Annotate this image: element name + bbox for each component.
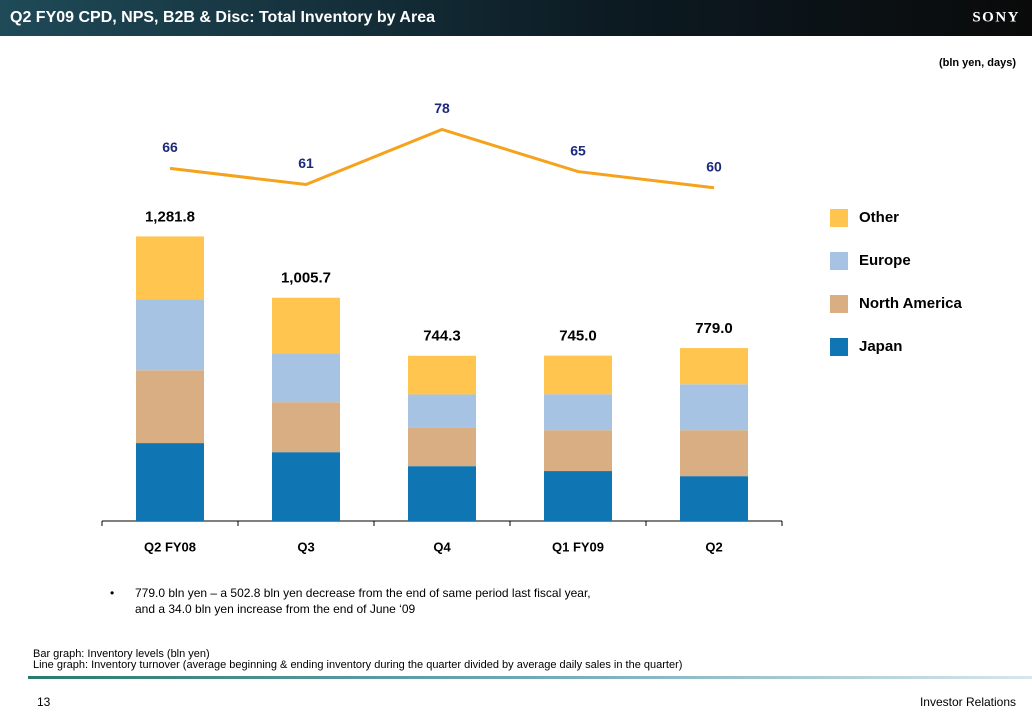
bar-segment xyxy=(680,384,748,431)
turnover-line xyxy=(169,127,715,190)
unit-note: (bln yen, days) xyxy=(939,57,1016,69)
page-number: 13 xyxy=(37,695,51,709)
legend-label: Japan xyxy=(859,338,902,355)
legend-swatch xyxy=(830,338,848,356)
line-value-label: 61 xyxy=(298,155,314,171)
footer-rule xyxy=(28,676,1032,679)
bar-segment xyxy=(408,466,476,521)
bar-segment xyxy=(408,394,476,428)
x-tick-label: Q1 FY09 xyxy=(552,539,604,554)
slide-title: Q2 FY09 CPD, NPS, B2B & Disc: Total Inve… xyxy=(10,9,435,26)
total-label: 1,281.8 xyxy=(145,208,195,225)
bullet-line: and a 34.0 bln yen increase from the end… xyxy=(135,602,416,616)
legend-label: Europe xyxy=(859,252,911,269)
bullet-line: 779.0 bln yen – a 502.8 bln yen decrease… xyxy=(135,586,591,600)
legend-swatch xyxy=(830,252,848,270)
line-value-label: 60 xyxy=(706,158,722,174)
bar-segment xyxy=(272,353,340,403)
logo: SONY xyxy=(972,9,1020,25)
bar-segment xyxy=(408,355,476,395)
footnote: Line graph: Inventory turnover (average … xyxy=(33,659,682,671)
bar-segment xyxy=(680,430,748,477)
bar-segment xyxy=(136,370,204,444)
footnote: Bar graph: Inventory levels (bln yen) xyxy=(33,648,210,660)
header-bar xyxy=(0,0,1032,36)
legend-label: Other xyxy=(859,209,899,226)
bar-segment xyxy=(544,394,612,431)
total-label: 744.3 xyxy=(423,328,461,345)
line-value-label: 66 xyxy=(162,139,178,155)
bar-segment xyxy=(272,297,340,354)
x-tick-label: Q2 FY08 xyxy=(144,539,196,554)
x-tick-label: Q2 xyxy=(705,539,722,554)
x-tick-label: Q4 xyxy=(433,539,451,554)
total-label: 779.0 xyxy=(695,320,733,337)
total-label: 745.0 xyxy=(559,328,597,345)
bar-segment xyxy=(544,430,612,472)
line-value-label: 78 xyxy=(434,100,450,116)
bar-segment xyxy=(408,427,476,467)
footer-text: Investor Relations xyxy=(920,695,1016,709)
legend-label: North America xyxy=(859,295,962,312)
legend-swatch xyxy=(830,209,848,227)
bar-segment xyxy=(544,355,612,395)
bar-segment xyxy=(136,299,204,371)
total-label: 1,005.7 xyxy=(281,270,331,287)
line-value-label: 65 xyxy=(570,142,586,158)
legend-swatch xyxy=(830,295,848,313)
bar-segment xyxy=(136,443,204,521)
bar-segment xyxy=(272,452,340,521)
bar-segment xyxy=(680,348,748,385)
axis-ticks xyxy=(101,521,783,526)
bullet-mark: • xyxy=(110,586,114,600)
bar-segment xyxy=(136,236,204,300)
x-tick-label: Q3 xyxy=(297,539,314,554)
bar-segment xyxy=(544,471,612,521)
bar-segment xyxy=(680,476,748,521)
bar-segment xyxy=(272,402,340,453)
